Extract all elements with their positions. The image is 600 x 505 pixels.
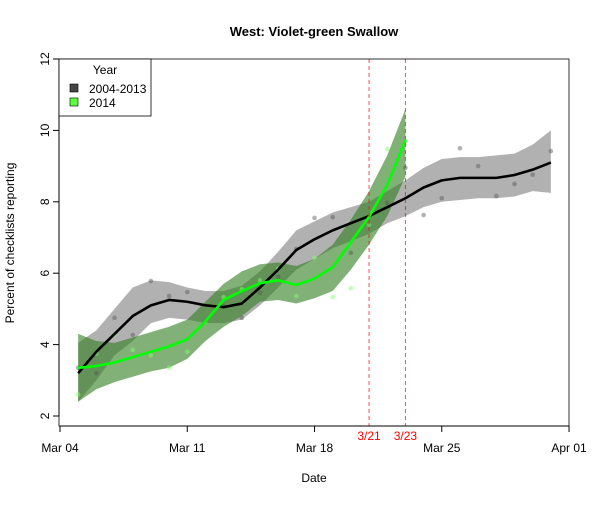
trend-line-2014 xyxy=(78,139,407,370)
legend-label-2004-2013: 2004-2013 xyxy=(89,82,147,96)
trend-lines xyxy=(77,139,552,375)
x-axis-label: Date xyxy=(301,471,327,485)
data-point-2014 xyxy=(366,222,372,228)
y-tick-label: 10 xyxy=(38,123,52,137)
data-point-2004-2013 xyxy=(439,195,445,201)
y-tick-label: 6 xyxy=(38,270,52,277)
x-tick-label: Mar 25 xyxy=(423,441,461,455)
data-point-2004-2013 xyxy=(530,172,535,177)
data-point-2014 xyxy=(130,347,136,353)
legend-label-2014: 2014 xyxy=(89,96,116,110)
x-tick-label: Mar 11 xyxy=(169,441,206,455)
data-point-2014 xyxy=(312,255,317,260)
date-markers: 3/21 3/23 xyxy=(357,59,417,443)
x-tick-label: Mar 18 xyxy=(296,441,334,455)
data-point-2004-2013 xyxy=(130,332,136,338)
y-tick-label: 2 xyxy=(38,412,52,419)
x-tick-label: Mar 04 xyxy=(41,441,79,455)
data-point-2004-2013 xyxy=(184,289,190,295)
axes: 2 4 6 8 10 12 Mar 04 Mar 11 Mar 18 Mar 25 Apr 01 xyxy=(38,52,587,455)
legend-title: Year xyxy=(93,63,117,77)
data-point-2004-2013 xyxy=(384,200,390,206)
confidence-band-2004-2013 xyxy=(78,130,551,402)
data-point-2004-2013 xyxy=(475,163,481,169)
data-point-2004-2013 xyxy=(512,181,517,187)
data-point-2014 xyxy=(257,278,263,283)
data-point-2004-2013 xyxy=(239,315,245,321)
data-point-2014 xyxy=(75,392,81,397)
trend-line-2004-2013 xyxy=(77,161,552,375)
data-point-2014 xyxy=(294,293,299,299)
y-tick-label: 4 xyxy=(38,341,52,348)
data-point-2014 xyxy=(384,146,390,152)
data-point-2004-2013 xyxy=(166,293,172,299)
data-point-2014 xyxy=(166,365,172,371)
data-point-2014 xyxy=(348,285,354,291)
data-point-2004-2013 xyxy=(348,250,354,256)
chart-title: West: Violet-green Swallow xyxy=(230,24,399,39)
y-axis-label: Percent of checklists reporting xyxy=(3,163,17,324)
data-point-2004-2013 xyxy=(421,212,426,218)
y-tick-label: 12 xyxy=(38,52,52,66)
data-point-2004-2013 xyxy=(548,148,554,154)
data-point-2014 xyxy=(148,353,154,358)
data-point-2004-2013 xyxy=(148,278,154,284)
data-point-2004-2013 xyxy=(330,214,336,220)
data-point-2014 xyxy=(184,349,190,355)
y-tick-label: 8 xyxy=(38,198,52,205)
marker-label: 3/21 xyxy=(357,429,381,443)
data-point-2004-2013 xyxy=(457,145,463,151)
data-point-2004-2013 xyxy=(275,274,281,280)
data-point-2004-2013 xyxy=(257,290,263,296)
data-point-2004-2013 xyxy=(94,370,99,376)
data-point-2004-2013 xyxy=(312,215,317,221)
legend-swatch-2004-2013 xyxy=(69,83,79,93)
legend: Year 2004-2013 2014 xyxy=(58,58,152,117)
data-point-2004-2013 xyxy=(112,315,117,321)
x-tick-label: Apr 01 xyxy=(551,441,587,455)
marker-label: 3/23 xyxy=(394,429,418,443)
data-point-2004-2013 xyxy=(494,193,499,199)
legend-swatch-2014 xyxy=(69,97,79,107)
data-point-2014 xyxy=(330,294,336,300)
